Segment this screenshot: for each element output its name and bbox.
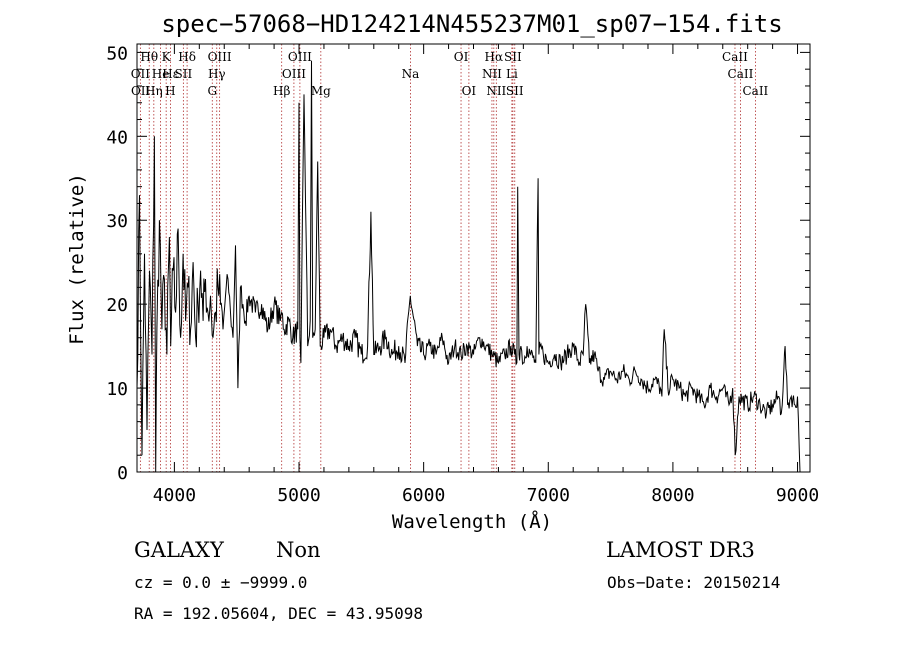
line-label-6: H (165, 84, 175, 98)
chart-title: spec−57068−HD124214N455237M01_sp07−154.f… (161, 10, 782, 38)
line-label-15: OIII (282, 67, 306, 81)
spectrum-line (136, 60, 801, 473)
y-tick-label: 50 (106, 43, 128, 64)
line-label-25: SII (506, 84, 524, 98)
y-axis-label: Flux (relative) (66, 173, 88, 345)
line-label-28: CaII (742, 84, 768, 98)
survey-name: LAMOST DR3 (606, 538, 755, 562)
x-tick-label: 5000 (277, 485, 320, 506)
line-label-0: OII (131, 67, 151, 81)
line-label-4: He (152, 67, 170, 81)
plot-frame (136, 43, 811, 473)
line-label-26: CaII (722, 50, 748, 64)
line-label-24: Li (506, 67, 518, 81)
redshift-cz: cz = 0.0 ± −9999.0 (134, 573, 308, 592)
line-label-14: OIII (288, 50, 312, 64)
line-label-3: Hη (145, 84, 163, 98)
line-label-21: NII (482, 67, 502, 81)
y-tick-label: 20 (106, 295, 128, 316)
y-tick-label: 10 (106, 379, 128, 400)
line-label-2: Hθ (140, 50, 158, 64)
line-label-11: Hγ (208, 67, 226, 81)
x-tick-label: 9000 (776, 485, 819, 506)
line-label-10: OIII (208, 50, 232, 64)
line-label-22: NII (486, 84, 506, 98)
object-subclass: Non (276, 538, 321, 562)
coordinates: RA = 192.05604, DEC = 43.95098 (134, 604, 423, 623)
line-label-13: Hβ (273, 84, 290, 98)
line-label-23: SII (504, 50, 522, 64)
object-class: GALAXY (134, 538, 224, 562)
series-group (136, 60, 801, 473)
line-label-17: Na (402, 67, 420, 81)
line-label-19: OI (462, 84, 477, 98)
line-label-5: K (162, 50, 172, 64)
line-label-1: OII (131, 84, 151, 98)
axes: 4000 5000 6000 7000 8000 9000 0 10 20 30 40 50 (106, 43, 819, 506)
line-label-18: OI (454, 50, 469, 64)
line-label-27: CaII (728, 67, 754, 81)
line-label-9: Hδ (178, 50, 196, 64)
line-label-20: Hα (485, 50, 504, 64)
line-label-12: G (207, 84, 217, 98)
observation-date: Obs−Date: 20150214 (607, 573, 781, 592)
x-tick-label: 6000 (402, 485, 445, 506)
y-tick-label: 30 (106, 211, 128, 232)
x-axis-label: Wavelength (Å) (392, 510, 552, 533)
y-tick-label: 40 (106, 127, 128, 148)
x-tick-label: 8000 (651, 485, 694, 506)
line-label-8: SII (175, 67, 193, 81)
x-tick-label: 7000 (527, 485, 570, 506)
y-tick-label: 0 (117, 463, 128, 484)
x-tick-label: 4000 (153, 485, 196, 506)
line-label-16: Mg (311, 84, 331, 98)
line-label-7: Hε (162, 67, 179, 81)
